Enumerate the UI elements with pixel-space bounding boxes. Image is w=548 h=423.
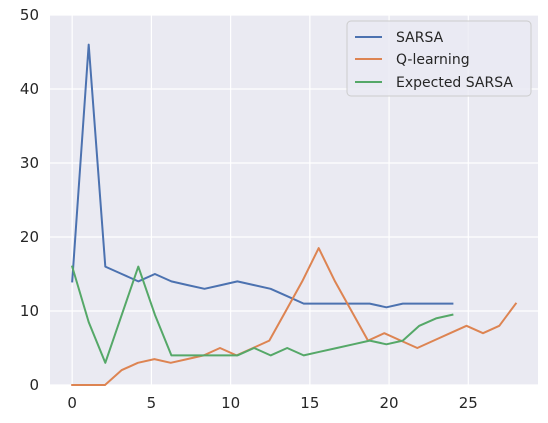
legend-label-sarsa: SARSA	[396, 30, 444, 46]
grid	[50, 14, 538, 386]
x-tick-label: 10	[221, 394, 240, 412]
y-tick-label: 40	[20, 80, 39, 98]
series-line-q-learning	[71, 247, 518, 386]
legend-label-q-learning: Q-learning	[396, 52, 470, 68]
series-line-sarsa	[71, 43, 454, 309]
x-tick-label: 0	[67, 394, 77, 412]
y-tick-label: 10	[20, 302, 39, 320]
series-line-expected-sarsa	[70, 265, 454, 364]
y-tick-label: 0	[29, 376, 39, 394]
legend-box	[346, 20, 532, 97]
x-tick-label: 20	[380, 394, 399, 412]
legend: SARSA Q-learning Expected SARSA	[346, 20, 532, 97]
x-tick-label: 15	[300, 394, 319, 412]
legend-label-expected-sarsa: Expected SARSA	[396, 75, 513, 91]
y-tick-label: 30	[20, 154, 39, 172]
x-tick-label: 5	[147, 394, 157, 412]
y-tick-label: 50	[20, 6, 39, 24]
tick-labels: 0 10 20 30 40 50 0 5 10 15 20 25	[20, 6, 478, 412]
x-tick-label: 25	[459, 394, 478, 412]
y-tick-label: 20	[20, 228, 39, 246]
series-group	[70, 43, 518, 386]
